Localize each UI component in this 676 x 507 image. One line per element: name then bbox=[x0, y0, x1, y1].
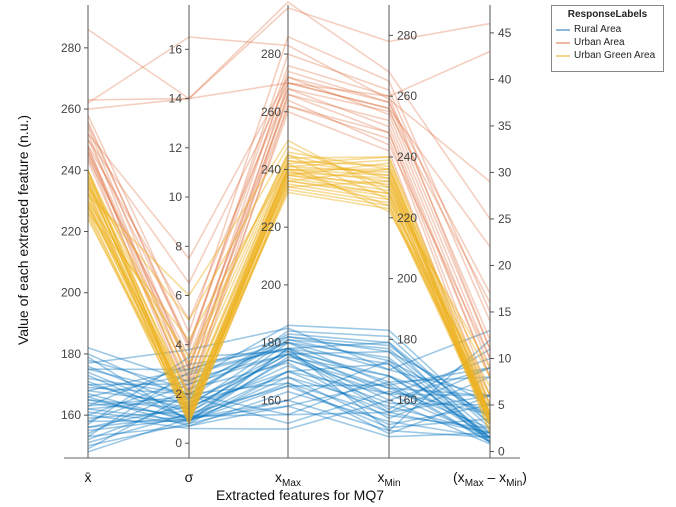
y-axis-label: Value of each extracted feature (n.u.) bbox=[15, 115, 31, 345]
legend-title: ResponseLabels bbox=[567, 9, 648, 20]
axis-mean: 160 180 200 220 240 260 280 x̄ bbox=[61, 5, 92, 485]
axes-layer: 160180200220240260280x̄0246810121416σ160… bbox=[61, 5, 527, 489]
tick-label: 240 bbox=[397, 150, 417, 164]
axis-category-label: xMin bbox=[377, 469, 400, 489]
tick-label: 160 bbox=[397, 393, 417, 407]
legend: ResponseLabels Rural Area Urban Area Urb… bbox=[551, 5, 664, 72]
axis-category-label: x̄ bbox=[85, 469, 92, 485]
tick-label: 20 bbox=[498, 258, 512, 272]
legend-label-urban-green: Urban Green Area bbox=[574, 50, 656, 61]
tick-label: 160 bbox=[261, 393, 281, 407]
tick-label: 15 bbox=[498, 305, 512, 319]
tick-label: 260 bbox=[61, 102, 81, 116]
tick-label: 280 bbox=[61, 41, 81, 55]
tick-label: 180 bbox=[261, 336, 281, 350]
tick-label: 4 bbox=[175, 338, 182, 352]
series-line bbox=[87, 36, 491, 183]
legend-swatch-rural bbox=[556, 28, 570, 31]
tick-label: 200 bbox=[261, 278, 281, 292]
tick-label: 180 bbox=[397, 332, 417, 346]
tick-label: 16 bbox=[169, 42, 183, 56]
tick-label: 12 bbox=[169, 141, 183, 155]
tick-label: 6 bbox=[175, 289, 182, 303]
legend-swatch-urban bbox=[556, 41, 570, 44]
tick-label: 260 bbox=[261, 105, 281, 119]
tick-label: 35 bbox=[498, 119, 512, 133]
tick-label: 14 bbox=[169, 92, 183, 106]
tick-label: 40 bbox=[498, 72, 512, 86]
axis-xmax: 160 180 200 220 240 260 280 xMax bbox=[261, 5, 301, 489]
series-line bbox=[87, 50, 491, 101]
tick-label: 240 bbox=[61, 163, 81, 177]
tick-label: 160 bbox=[61, 408, 81, 422]
tick-label: 260 bbox=[397, 89, 417, 103]
legend-item-rural: Rural Area bbox=[552, 23, 663, 36]
tick-label: 0 bbox=[175, 436, 182, 450]
legend-label-rural: Rural Area bbox=[574, 24, 622, 35]
tick-label: 180 bbox=[61, 347, 81, 361]
tick-label: 30 bbox=[498, 165, 512, 179]
axis-range: 0 5 10 15 20 25 30 35 40 45 (xMax – xMin) bbox=[453, 5, 527, 489]
axis-category-label: σ bbox=[185, 469, 194, 485]
tick-label: 200 bbox=[61, 286, 81, 300]
tick-label: 200 bbox=[397, 272, 417, 286]
tick-label: 25 bbox=[498, 212, 512, 226]
tick-label: 0 bbox=[498, 444, 505, 458]
tick-label: 5 bbox=[498, 398, 505, 412]
axis-category-label: (xMax – xMin) bbox=[453, 469, 527, 489]
legend-item-urban-green: Urban Green Area bbox=[552, 49, 663, 62]
tick-label: 45 bbox=[498, 26, 512, 40]
series-rural-area bbox=[87, 324, 491, 453]
tick-label: 280 bbox=[261, 47, 281, 61]
tick-label: 280 bbox=[397, 28, 417, 42]
axis-std: 0 2 4 6 8 10 12 14 16 σ bbox=[169, 5, 194, 485]
series-line bbox=[87, 1, 491, 220]
tick-label: 10 bbox=[498, 351, 512, 365]
series-line bbox=[87, 7, 491, 100]
axis-xmin: 160 180 200 220 240 260 280 xMin bbox=[377, 5, 417, 489]
tick-label: 8 bbox=[175, 239, 182, 253]
legend-label-urban: Urban Area bbox=[574, 37, 625, 48]
legend-item-urban: Urban Area bbox=[552, 36, 663, 49]
tick-label: 220 bbox=[61, 225, 81, 239]
axis-category-label: xMax bbox=[275, 469, 301, 489]
legend-swatch-urban-green bbox=[556, 54, 570, 57]
tick-label: 240 bbox=[261, 162, 281, 176]
tick-label: 220 bbox=[261, 220, 281, 234]
x-axis-label: Extracted features for MQ7 bbox=[216, 487, 384, 503]
tick-label: 220 bbox=[397, 211, 417, 225]
tick-label: 10 bbox=[169, 190, 183, 204]
polylines-layer bbox=[87, 1, 491, 453]
tick-label: 2 bbox=[175, 387, 182, 401]
